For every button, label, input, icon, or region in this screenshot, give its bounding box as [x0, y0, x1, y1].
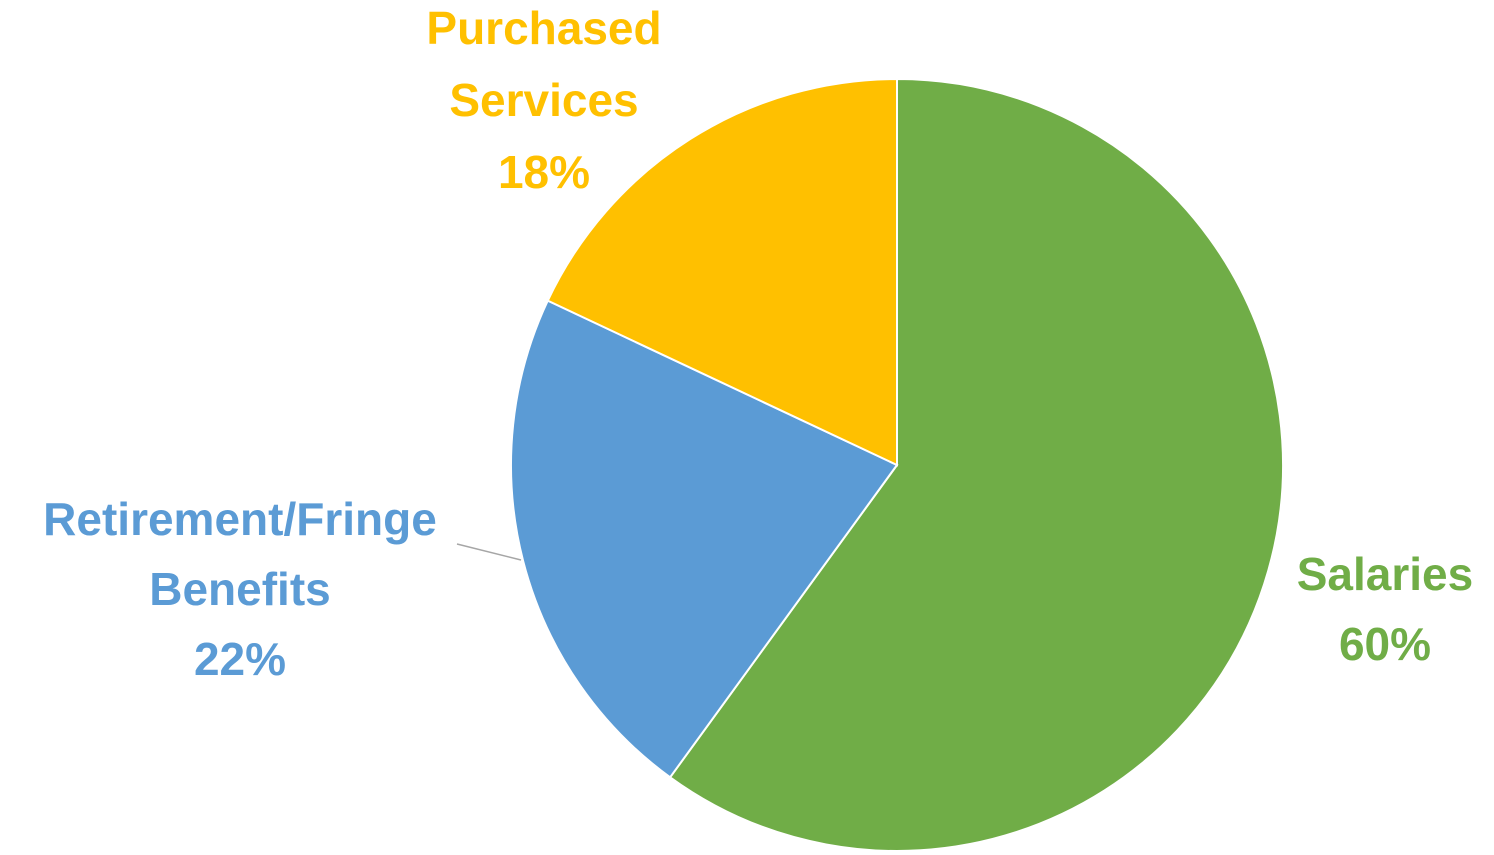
data-label-percent: 22% [194, 633, 286, 685]
data-label-purchased-services: Purchased Services 18% [426, 2, 661, 198]
data-label-percent: 60% [1339, 618, 1431, 670]
data-label-retirement-fringe-benefits: Retirement/Fringe Benefits 22% [43, 493, 437, 685]
data-label-percent: 18% [498, 146, 590, 198]
data-label-name-line: Services [449, 74, 638, 126]
data-label-name-line: Retirement/Fringe [43, 493, 437, 545]
pie-slices [510, 77, 1284, 852]
pie-slice-purchased-services [546, 77, 898, 467]
data-label-name-line: Salaries [1297, 548, 1473, 600]
label-leader-line [456, 543, 522, 561]
data-label-salaries: Salaries 60% [1297, 548, 1473, 670]
pie-slice-salaries [668, 77, 1284, 852]
data-label-name-line: Benefits [149, 563, 330, 615]
data-label-name-line: Purchased [426, 2, 661, 54]
